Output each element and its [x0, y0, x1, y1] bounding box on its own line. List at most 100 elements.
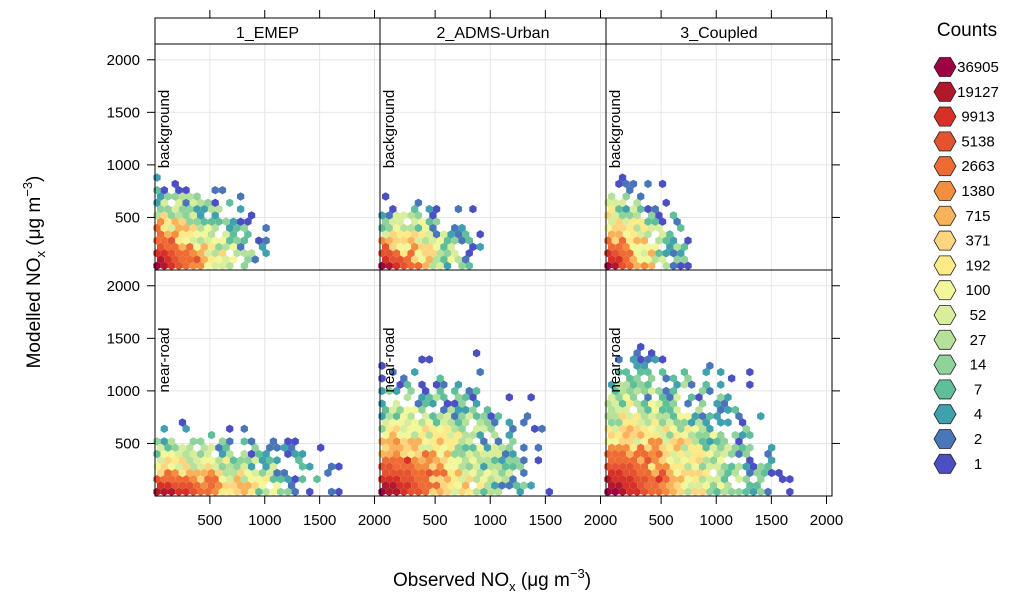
- hex-bin: [389, 367, 397, 377]
- hex-bin: [167, 449, 176, 459]
- hex-bin: [629, 230, 638, 239]
- hex-bin: [382, 217, 390, 226]
- hex-bin: [454, 230, 463, 239]
- hex-bin: [629, 393, 638, 402]
- hex-bin: [472, 487, 481, 496]
- hex-bin: [637, 217, 645, 226]
- hex-bin: [618, 386, 627, 396]
- hex-bin: [186, 443, 194, 452]
- hex-bin: [447, 405, 455, 415]
- hex-bin: [429, 449, 437, 459]
- hex-bin: [189, 261, 198, 270]
- hex-bin: [284, 475, 292, 484]
- hex-bin: [465, 412, 473, 421]
- hex-bin: [193, 255, 201, 264]
- hex-bin: [498, 443, 506, 452]
- hex-bin: [709, 456, 718, 465]
- hex-bin: [626, 236, 634, 245]
- hex-bin: [414, 223, 423, 233]
- hex-bin: [218, 261, 227, 270]
- hex-bin: [498, 456, 506, 465]
- hex-bin: [615, 443, 623, 452]
- hex-bin: [673, 217, 681, 226]
- hex-bin: [327, 487, 336, 496]
- hex-bin: [480, 449, 488, 459]
- hex-bin: [746, 481, 754, 490]
- hex-bin: [684, 399, 692, 408]
- hex-bin: [178, 242, 187, 252]
- hex-bin: [171, 255, 179, 264]
- hex-bin: [273, 481, 281, 490]
- legend-title: Counts: [937, 20, 997, 41]
- hex-bin: [633, 412, 641, 421]
- hex-bin: [618, 211, 627, 220]
- hex-bin: [505, 468, 513, 478]
- hex-bin: [637, 380, 645, 389]
- hex-bin: [611, 399, 619, 408]
- hex-bin: [167, 236, 176, 245]
- hex-bin: [451, 462, 459, 471]
- hex-bin: [436, 462, 444, 471]
- hex-bin: [414, 211, 423, 220]
- hex-bin: [197, 462, 205, 471]
- hex-bin: [186, 456, 194, 465]
- hex-bin: [644, 481, 652, 490]
- legend-level-label: 5138: [961, 133, 994, 150]
- column-strip: [154, 17, 381, 45]
- hex-bin: [160, 424, 168, 433]
- hex-bin: [684, 412, 692, 421]
- hex-bin: [742, 475, 750, 484]
- hex-bin: [637, 342, 645, 352]
- hex-bin: [175, 462, 183, 471]
- hex-bin: [673, 456, 681, 465]
- hex-bin: [226, 223, 234, 233]
- hex-bin: [735, 487, 743, 496]
- hex-bin: [233, 475, 241, 484]
- hex-bin: [622, 230, 630, 239]
- hex-bin: [633, 462, 641, 471]
- hex-bin: [237, 242, 245, 252]
- hex-bin: [160, 249, 168, 258]
- hex-bin: [633, 424, 641, 433]
- hex-bin: [458, 475, 466, 484]
- hex-bin: [608, 255, 616, 264]
- hex-bin: [385, 412, 393, 421]
- hex-bin: [706, 437, 714, 446]
- hex-bin: [218, 236, 227, 245]
- hex-bin: [284, 437, 292, 446]
- hex-bin: [182, 475, 190, 484]
- hex-bin: [392, 424, 401, 433]
- hex-bin: [662, 424, 670, 433]
- hex-bin: [615, 380, 623, 389]
- hex-bin: [400, 374, 408, 383]
- hex-bin: [709, 430, 718, 440]
- hex-bin: [411, 456, 419, 465]
- hex-bin: [505, 418, 513, 427]
- hex-bin: [738, 418, 747, 427]
- hex-bin: [655, 236, 663, 245]
- hex-bin: [615, 242, 623, 252]
- hex-bin: [644, 217, 652, 226]
- hex-bin: [200, 242, 208, 252]
- hex-bin: [651, 355, 659, 364]
- hex-bin: [742, 487, 750, 496]
- hex-bin: [189, 437, 198, 446]
- hex-bin: [717, 468, 725, 478]
- hex-bin: [451, 223, 459, 233]
- hex-bin: [688, 468, 696, 478]
- hex-bin: [520, 468, 528, 478]
- hex-bin: [509, 437, 517, 446]
- hex-bin: [688, 430, 696, 440]
- hex-bin: [425, 418, 433, 427]
- hex-bin: [207, 230, 216, 239]
- hex-bin: [160, 437, 168, 446]
- hex-bin: [698, 487, 707, 496]
- hex-bin: [618, 198, 627, 207]
- hex-bin: [622, 380, 630, 389]
- x-tick-label: 500: [649, 512, 674, 529]
- hex-bin: [644, 242, 652, 252]
- hex-bin: [498, 468, 506, 478]
- hex-bin: [436, 249, 444, 258]
- hex-bin: [698, 412, 707, 421]
- hex-bin: [443, 236, 452, 245]
